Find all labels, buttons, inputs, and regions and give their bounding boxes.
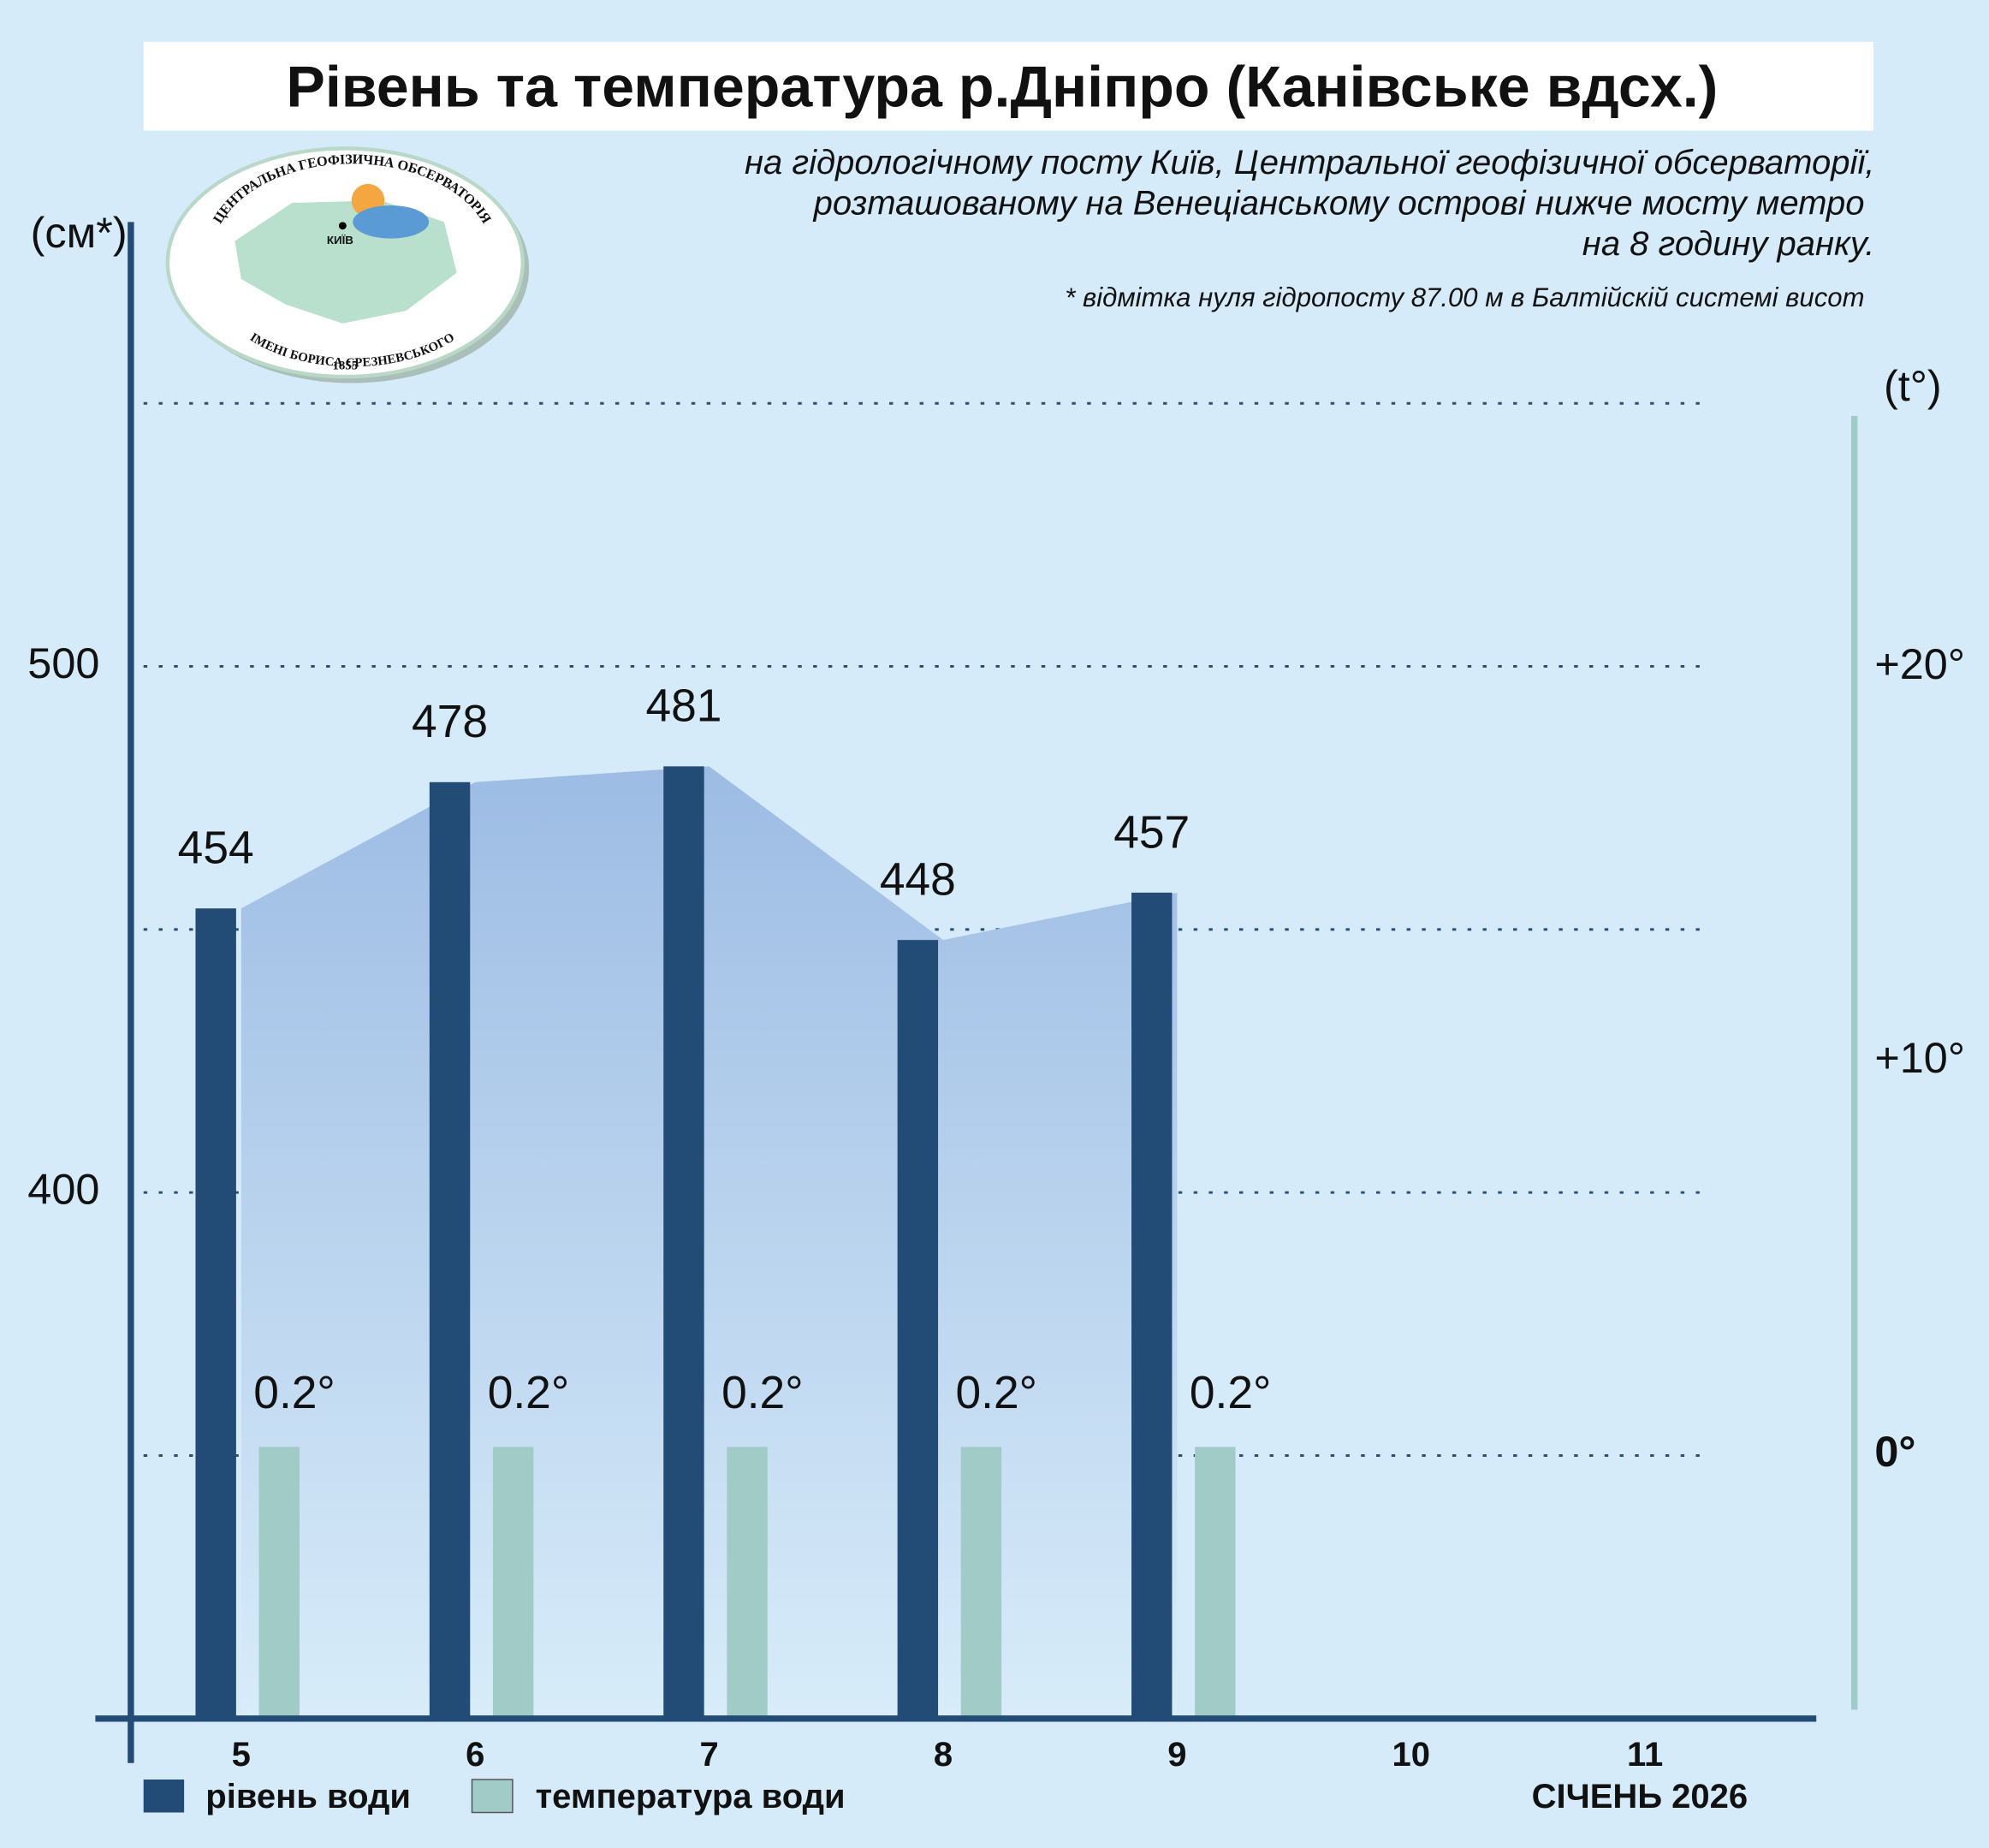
temperature-bar xyxy=(727,1447,768,1719)
x-tick-label: 6 xyxy=(466,1736,484,1774)
level-label: 478 xyxy=(412,697,488,747)
plot: 400 500 0° +10° +20° 5 454 0.2° 6 478 0.2° 7 481 0.2°… xyxy=(27,222,1965,1815)
logo-city: КИЇВ xyxy=(327,234,353,247)
subtitle: на гідрологічному посту Київ, Центрально… xyxy=(745,144,1874,181)
y2-tick-label: +10° xyxy=(1874,1033,1965,1082)
x-tick-label: 9 xyxy=(1167,1736,1186,1774)
x-tick-label: 7 xyxy=(699,1736,718,1774)
subtitle: розташованому на Венеціанському острові … xyxy=(813,185,1865,223)
temperature-bar xyxy=(492,1447,534,1719)
y2-tick-label: +20° xyxy=(1874,639,1965,688)
temperature-bar xyxy=(258,1447,300,1719)
x-tick-label: 8 xyxy=(934,1736,953,1774)
x-tick-label: 10 xyxy=(1392,1736,1430,1774)
level-bar xyxy=(195,908,236,1719)
logo-cloud xyxy=(353,205,430,239)
temperature-bar xyxy=(1195,1447,1236,1719)
level-area xyxy=(240,766,1178,1719)
y-axis-label: (см*) xyxy=(31,208,128,257)
chart-title: Рівень та температура р.Дніпро (Канівськ… xyxy=(286,55,1718,120)
legend-swatch xyxy=(143,1779,185,1813)
y2-axis-label: (t°) xyxy=(1884,361,1942,410)
y2-tick-label: 0° xyxy=(1874,1427,1915,1476)
legend-label: рівень води xyxy=(205,1778,411,1815)
temperature-label: 0.2° xyxy=(1190,1368,1271,1418)
level-bar xyxy=(429,781,471,1719)
temperature-label: 0.2° xyxy=(955,1368,1036,1418)
note: * відмітка нуля гідропосту 87.00 м в Бал… xyxy=(1065,282,1864,312)
level-label: 454 xyxy=(178,823,254,874)
level-label: 448 xyxy=(880,855,956,906)
logo: ЦЕНТРАЛЬНА ГЕОФІЗИЧНА ОБСЕРВАТОРІЯ ІМЕНІ… xyxy=(165,146,530,383)
level-bar xyxy=(1131,892,1173,1719)
temperature-label: 0.2° xyxy=(721,1368,803,1418)
level-bar xyxy=(663,766,704,1719)
temperature-label: 0.2° xyxy=(253,1368,335,1418)
level-bar xyxy=(897,940,939,1719)
legend-label: температура води xyxy=(536,1778,846,1815)
temperature-label: 0.2° xyxy=(488,1368,569,1418)
logo-dot xyxy=(338,222,347,230)
x-axis-label: СІЧЕНЬ 2026 xyxy=(1532,1778,1749,1815)
logo-year: 1855 xyxy=(333,359,359,373)
temperature-bar xyxy=(960,1447,1002,1719)
subtitle: на 8 годину ранку. xyxy=(1582,225,1875,263)
legend-swatch xyxy=(471,1779,514,1814)
x-tick-label: 5 xyxy=(232,1736,251,1774)
x-tick-label: 11 xyxy=(1627,1736,1663,1774)
level-label: 481 xyxy=(645,681,721,732)
y-tick-label: 400 xyxy=(27,1165,99,1214)
title-box xyxy=(143,41,1873,131)
y-tick-label: 500 xyxy=(27,639,99,687)
level-label: 457 xyxy=(1113,807,1190,858)
